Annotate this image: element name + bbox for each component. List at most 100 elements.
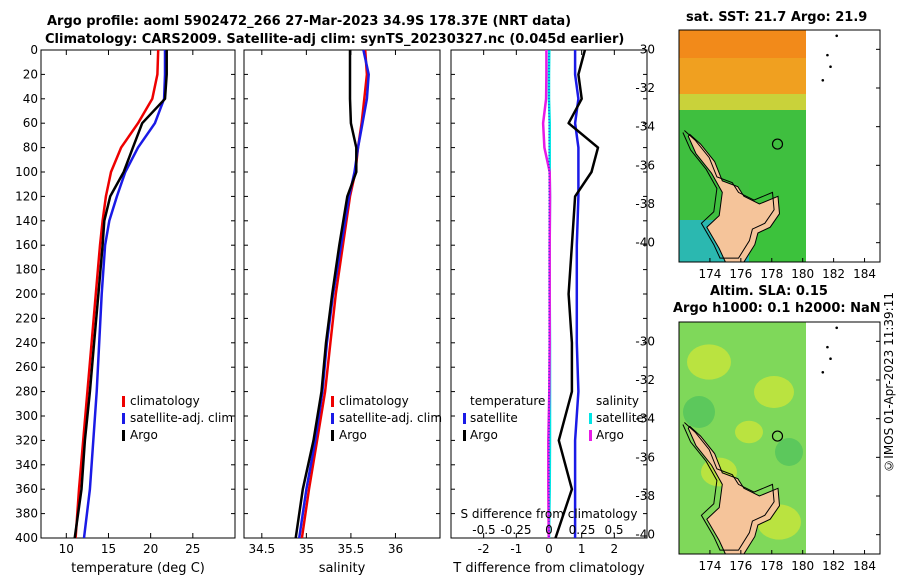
temperature-xtick-label: 15: [101, 542, 116, 556]
panel-temperature: 10 15 20 25 temperature (deg C) climatology sa…: [40, 49, 236, 576]
depth-tick-label: 20: [23, 67, 38, 81]
temperature-legend-swatch: [122, 413, 125, 424]
salinity-legend-label: climatology: [339, 394, 409, 408]
depth-tick-label: 220: [15, 311, 38, 325]
sla_map-lat-label: -36: [635, 450, 655, 464]
sla_map-frame: [678, 321, 881, 555]
sla_map-lat-label: -34: [635, 412, 655, 426]
temperature-series-argo: [73, 50, 168, 539]
depth-tick-label: 240: [15, 336, 38, 350]
sst_map-lat-label: -38: [635, 197, 655, 211]
sla-low-blob: [683, 396, 715, 428]
salinity-legend-label: Argo: [339, 428, 367, 442]
sst_map-lat-label: -36: [635, 158, 655, 172]
differences-xtick-label: -2: [478, 542, 490, 556]
sst_map-lat-label: -30: [635, 42, 655, 56]
depth-tick-label: 100: [15, 165, 38, 179]
diff-legend-swatch: [589, 413, 592, 424]
sla-low-blob: [775, 438, 803, 466]
panel-salinity: 34.5 35 35.5 36 salinity climatology satellite…: [243, 49, 442, 576]
salinity-legend-swatch: [331, 430, 334, 441]
depth-tick-label: 200: [15, 287, 38, 301]
depth-tick-label: 80: [23, 141, 38, 155]
sla_map-island: [835, 326, 839, 330]
salinity-series-argo: [294, 50, 358, 539]
salinity-xtick-label: 36: [388, 542, 403, 556]
salinity-legend-swatch: [331, 396, 334, 407]
sst_map-lat-label: -40: [635, 236, 655, 250]
differences-xtick-label: 2: [611, 542, 619, 556]
salinity-xtick-label: 34.5: [248, 542, 275, 556]
sst_map-lon-label: 184: [853, 267, 876, 281]
temperature-xtick-label: 20: [143, 542, 158, 556]
s-diff-tick-label: -0.25: [500, 523, 531, 537]
depth-tick-label: 360: [15, 482, 38, 496]
map-sst_map: 174 176 178 180 182 184 -30 -32 -34 -36 -38 -40: [635, 29, 881, 281]
diff-legend-label: satellite: [470, 411, 518, 425]
sla-anomaly-blob: [687, 344, 731, 380]
differences-xtick-label: -1: [510, 542, 522, 556]
salinity-series-climatology: [300, 49, 369, 539]
temperature-legend-swatch: [122, 396, 125, 407]
sla_map-lon-label: 174: [698, 559, 721, 573]
salinity-legend-label: satellite-adj. clim: [339, 411, 442, 425]
depth-tick-label: 120: [15, 189, 38, 203]
sla_map-island: [821, 370, 825, 374]
figure-title-line1: Argo profile: aoml 5902472_266 27-Mar-20…: [47, 14, 572, 29]
differences-series-t-argo: [554, 49, 600, 539]
depth-tick-label: 160: [15, 238, 38, 252]
salinity-xtick-label: 35: [299, 542, 314, 556]
sst_map-lat-label: -34: [635, 120, 655, 134]
depth-tick-label: 380: [15, 507, 38, 521]
differences-xtick-label: 1: [578, 542, 586, 556]
sla_map-lat-label: -30: [635, 334, 655, 348]
sla-anomaly-blob: [735, 420, 763, 444]
sst_map-land-new-zealand: [687, 133, 781, 262]
sst_map-island: [821, 78, 825, 82]
depth-tick-label: 400: [15, 531, 38, 545]
sla_map-bathymetry-contour: [682, 422, 775, 551]
sla_map-lon-label: 182: [822, 559, 845, 573]
depth-tick-label: 60: [23, 116, 38, 130]
sst_map-island: [829, 65, 832, 69]
depth-tick-label: 180: [15, 263, 38, 277]
temperature-xtick-label: 10: [59, 542, 74, 556]
sla-anomaly-blob: [754, 376, 794, 408]
sla_map-lon-label: 176: [729, 559, 752, 573]
diff-legend-swatch: [463, 413, 466, 424]
temperature-legend-label: Argo: [130, 428, 158, 442]
sla_map-lat-label: -40: [635, 528, 655, 542]
sst-map-title: sat. SST: 21.7 Argo: 21.9: [686, 10, 868, 25]
sla_map-lon-label: 184: [853, 559, 876, 573]
depth-tick-label: 340: [15, 458, 38, 472]
depth-tick-label: 260: [15, 360, 38, 374]
sst_map-lon-label: 180: [791, 267, 814, 281]
temperature-series-climatology: [74, 49, 160, 539]
temperature-legend-label: satellite-adj. clim: [130, 411, 233, 425]
sla_map-island: [826, 345, 829, 349]
sla_map-land-new-zealand: [687, 425, 781, 554]
diff-legend-swatch: [589, 430, 592, 441]
sla_map-lon-label: 180: [791, 559, 814, 573]
sst_map-island: [835, 34, 839, 38]
depth-tick-label: 140: [15, 214, 38, 228]
temperature-legend-swatch: [122, 430, 125, 441]
sst_map-lon-label: 182: [822, 267, 845, 281]
map-sla_map: 174 176 178 180 182 184 -30 -32 -34 -36 -38 -40: [635, 321, 881, 573]
sla_map-lon-label: 178: [760, 559, 783, 573]
temperature-legend-label: climatology: [130, 394, 200, 408]
temperature-xtick-label: 25: [185, 542, 200, 556]
diff-legend-label: Argo: [470, 428, 498, 442]
sla-map-title-1: Altim. SLA: 0.15: [710, 284, 828, 299]
s-diff-tick-label: 0.25: [569, 523, 596, 537]
sst_map-island: [826, 53, 829, 57]
temperature-series-satellite-adj-clim: [82, 50, 167, 539]
salinity-xlabel: salinity: [319, 561, 366, 576]
diff-legend-title-salinity: salinity: [596, 394, 639, 408]
diff-legend-label: Argo: [596, 428, 624, 442]
differences-series-t-satellite: [573, 50, 580, 538]
salinity-xtick-label: 35.5: [338, 542, 365, 556]
sla_map-lat-label: -32: [635, 373, 655, 387]
sst_map-bathymetry-contour: [682, 130, 775, 259]
